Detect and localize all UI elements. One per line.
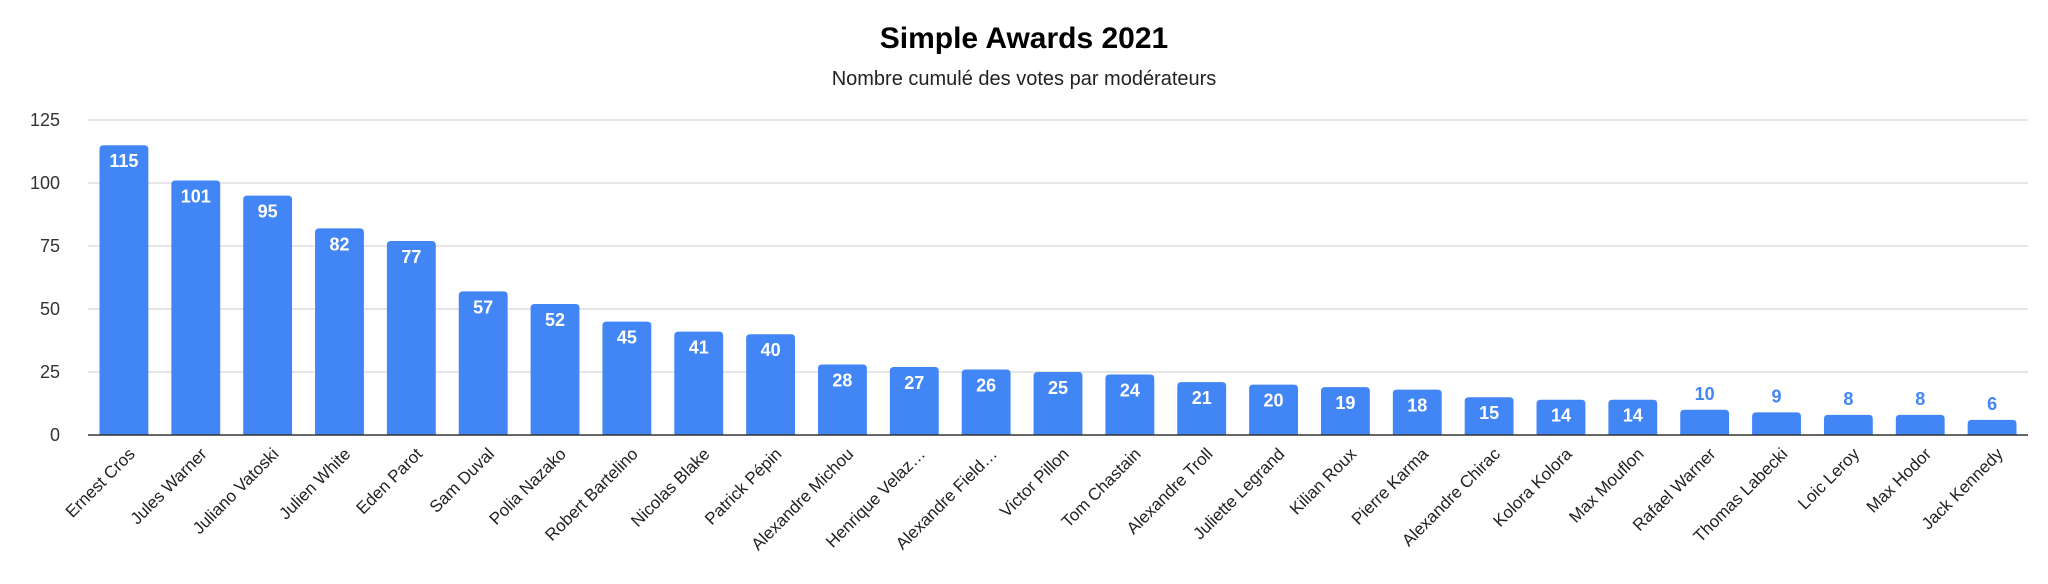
bar [1536,399,1586,435]
bar [315,228,364,435]
bar-value-label: 20 [1264,391,1284,411]
x-category-label: Ernest Cros [62,444,139,521]
y-tick-label: 0 [50,425,60,445]
bar-value-label: 45 [617,328,637,348]
bar [99,145,149,435]
bar-value-label: 18 [1407,396,1427,416]
y-tick-label: 50 [40,299,60,319]
bar [1464,397,1514,435]
bar-value-label: 77 [401,247,421,267]
bar [889,366,939,435]
bar [674,331,724,435]
value-labels: 115 101 95 82 77 57 52 45 41 40 28 27 26 25 24 21 20 19 18… [109,151,1997,426]
bar [1752,412,1801,435]
chart-subtitle: Nombre cumulé des votes par modérateurs [831,68,1217,90]
bar-value-label: 41 [689,338,709,358]
x-category-label: Loic Leroy [1794,444,1863,513]
bar-value-label: 28 [832,370,852,390]
bar-value-label: 14 [1551,406,1571,426]
bar-value-label: 9 [1772,386,1782,406]
bar [1895,414,1945,435]
bar [1680,409,1730,435]
bar-value-label: 115 [109,151,138,171]
bar-value-label: 21 [1192,388,1212,408]
gridlines [88,119,2028,373]
bar [602,321,652,435]
bar-value-label: 26 [976,375,996,395]
bar-value-label: 101 [181,186,211,206]
y-tick-label: 25 [40,362,60,382]
x-category-label: Victor Pillon [996,444,1073,521]
bar [530,303,580,435]
bar [1320,387,1370,435]
bar [1105,374,1155,435]
bar-value-label: 19 [1335,393,1355,413]
bar [243,195,293,435]
bar-value-label: 95 [258,202,278,222]
bar-value-label: 40 [761,340,781,360]
bar [818,364,867,435]
bar [458,291,508,435]
bar [1392,389,1442,435]
bar-value-label: 57 [473,297,493,317]
y-tick-label: 75 [40,236,60,256]
bar [1823,414,1873,435]
bar-value-label: 25 [1048,378,1068,398]
x-category-label: Max Hodor [1863,444,1935,516]
bar-value-label: 15 [1479,403,1499,423]
bar-value-label: 8 [1915,389,1925,409]
bar-value-label: 8 [1843,389,1853,409]
bar-value-label: 27 [904,373,924,393]
bar-value-label: 14 [1623,406,1643,426]
x-category-label: Sam Duval [426,444,498,516]
bar [746,334,796,435]
y-tick-label: 100 [30,173,60,193]
bar [171,180,221,435]
bar [386,240,436,435]
bar [1967,419,2017,435]
x-category-label: Eden Parot [353,444,427,518]
bar [1177,382,1227,435]
x-category-label: Julien White [275,444,354,523]
y-axis-ticks: 0 25 50 75 100 125 [30,110,60,445]
bar-value-label: 82 [329,234,349,254]
bar [961,369,1011,435]
y-tick-label: 125 [30,110,60,130]
chart-title: Simple Awards 2021 [879,22,1169,55]
bar [1249,384,1298,435]
bar [1608,399,1658,435]
x-category-label: Kilian Roux [1286,444,1361,519]
bar-value-label: 52 [545,310,565,330]
bar-value-label: 24 [1120,381,1140,401]
bar [1033,372,1083,435]
bars [99,145,2017,435]
bar-value-label: 10 [1695,384,1715,404]
bar-value-label: 6 [1987,394,1997,414]
